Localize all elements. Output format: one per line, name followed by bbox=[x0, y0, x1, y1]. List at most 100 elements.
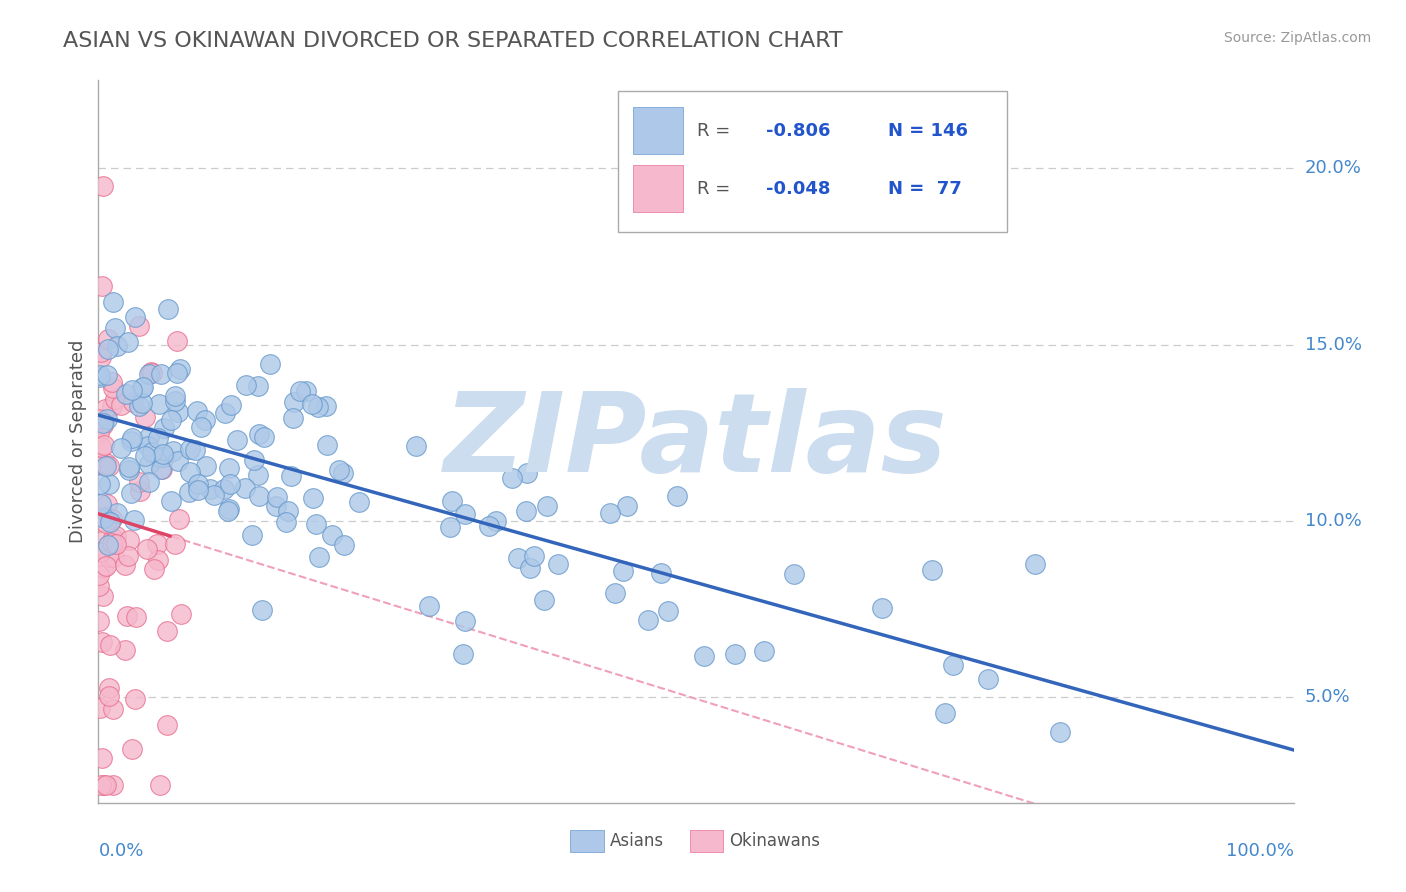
Text: -0.048: -0.048 bbox=[766, 179, 831, 198]
Point bbox=[117, 335, 139, 350]
Point bbox=[117, 463, 139, 477]
Text: 0.0%: 0.0% bbox=[98, 842, 143, 860]
Point bbox=[233, 481, 256, 495]
Bar bbox=[571, 830, 605, 852]
Point bbox=[89, 370, 111, 384]
Point bbox=[129, 484, 152, 499]
Text: 20.0%: 20.0% bbox=[1305, 160, 1361, 178]
Point bbox=[146, 536, 169, 550]
Point bbox=[93, 438, 115, 452]
Text: 10.0%: 10.0% bbox=[1305, 512, 1361, 530]
Point bbox=[105, 537, 128, 551]
Point bbox=[242, 528, 264, 542]
Point bbox=[243, 452, 266, 467]
Point bbox=[523, 549, 546, 563]
Point bbox=[91, 418, 114, 433]
Point bbox=[183, 442, 205, 457]
Point bbox=[169, 362, 191, 376]
Point bbox=[132, 380, 155, 394]
Point bbox=[202, 488, 225, 502]
Text: ZIPatlas: ZIPatlas bbox=[444, 388, 948, 495]
Point bbox=[90, 350, 112, 364]
Point bbox=[170, 607, 193, 622]
Point bbox=[166, 454, 188, 468]
Point bbox=[101, 701, 124, 715]
Point bbox=[533, 593, 555, 607]
Point bbox=[98, 639, 121, 653]
Text: ASIAN VS OKINAWAN DIVORCED OR SEPARATED CORRELATION CHART: ASIAN VS OKINAWAN DIVORCED OR SEPARATED … bbox=[63, 31, 844, 51]
Point bbox=[259, 357, 281, 371]
Point bbox=[97, 681, 120, 696]
Point bbox=[89, 368, 111, 382]
Point bbox=[218, 502, 240, 516]
Point bbox=[163, 389, 186, 403]
Point bbox=[89, 545, 111, 559]
Point bbox=[304, 516, 326, 531]
Point bbox=[247, 489, 270, 503]
Point bbox=[87, 425, 110, 440]
Point bbox=[253, 430, 276, 444]
Point bbox=[98, 689, 121, 703]
Point bbox=[93, 414, 115, 428]
Point bbox=[90, 344, 112, 359]
Point bbox=[149, 462, 172, 476]
Point bbox=[165, 536, 187, 550]
Point bbox=[977, 672, 1000, 686]
Text: Asians: Asians bbox=[610, 832, 664, 850]
Point bbox=[93, 509, 115, 524]
Point bbox=[104, 320, 127, 334]
Point bbox=[91, 179, 114, 194]
Point bbox=[128, 400, 150, 414]
Point bbox=[186, 404, 208, 418]
Point bbox=[115, 387, 138, 401]
Point bbox=[101, 399, 124, 413]
Point bbox=[283, 394, 305, 409]
Text: 5.0%: 5.0% bbox=[1305, 688, 1350, 706]
Point bbox=[214, 482, 236, 496]
Point bbox=[321, 528, 343, 542]
Point bbox=[599, 506, 621, 520]
Point bbox=[453, 614, 475, 628]
Point bbox=[783, 566, 806, 581]
Point bbox=[105, 339, 128, 353]
Point bbox=[166, 334, 188, 349]
Point bbox=[156, 718, 179, 732]
Point bbox=[131, 381, 153, 395]
Point bbox=[117, 460, 139, 475]
Point bbox=[153, 450, 176, 464]
Point bbox=[100, 536, 122, 550]
Point bbox=[125, 610, 148, 624]
Point bbox=[134, 449, 156, 463]
Point bbox=[138, 367, 160, 381]
Point bbox=[179, 465, 201, 479]
Point bbox=[418, 599, 440, 613]
Point bbox=[616, 499, 638, 513]
Point bbox=[128, 475, 150, 489]
Point bbox=[87, 579, 110, 593]
Point bbox=[105, 506, 128, 520]
Bar bbox=[633, 165, 683, 212]
Point bbox=[128, 318, 150, 333]
Point bbox=[103, 550, 125, 565]
Point bbox=[91, 458, 114, 472]
Point bbox=[90, 440, 112, 454]
Point bbox=[167, 511, 190, 525]
Point bbox=[315, 438, 337, 452]
Point bbox=[187, 477, 209, 491]
Point bbox=[692, 648, 714, 663]
Point bbox=[451, 647, 474, 661]
Point bbox=[148, 397, 170, 411]
Point bbox=[96, 497, 118, 511]
Point bbox=[288, 384, 311, 398]
Point bbox=[162, 444, 184, 458]
Point bbox=[187, 483, 209, 497]
Y-axis label: Divorced or Separated: Divorced or Separated bbox=[69, 340, 87, 543]
Point bbox=[1049, 725, 1071, 739]
Point bbox=[277, 503, 299, 517]
Point bbox=[101, 375, 124, 389]
Point bbox=[485, 514, 508, 528]
Bar bbox=[633, 107, 683, 154]
Point bbox=[97, 549, 120, 564]
Point bbox=[90, 750, 112, 764]
Point bbox=[226, 433, 249, 447]
